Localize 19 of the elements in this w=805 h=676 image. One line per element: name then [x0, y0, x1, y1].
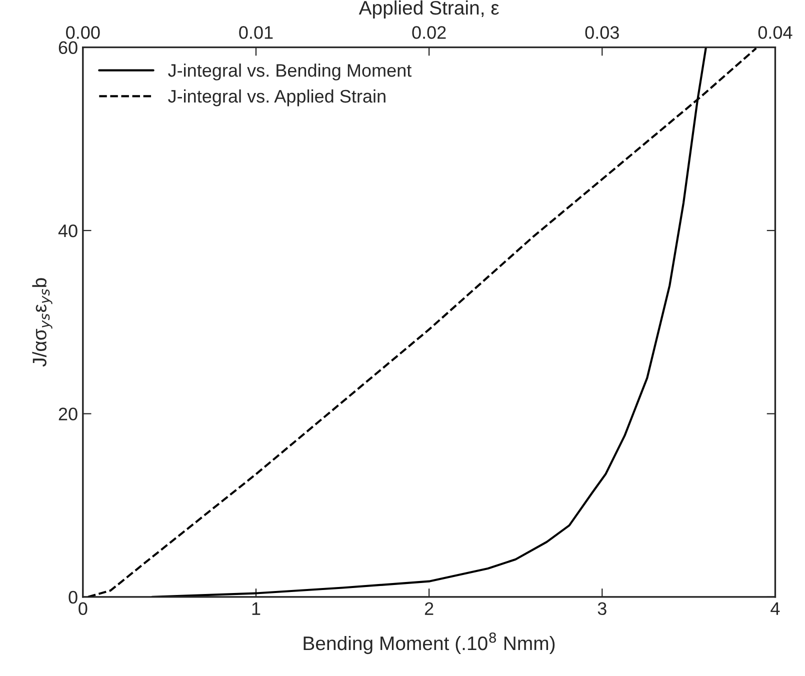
legend-label: J-integral vs. Applied Strain — [168, 89, 386, 106]
x2-tick-label: 0.02 — [412, 26, 446, 39]
legend-label: J-integral vs. Bending Moment — [168, 64, 412, 80]
x2-tick-label: 0.01 — [239, 26, 273, 39]
x-tick-label: 4 — [770, 602, 780, 615]
y-tick-label: 60 — [58, 41, 78, 54]
x-axis-title: Bending Moment (.10$^{8}$ Nmm) — [304, 632, 555, 654]
y-tick-label: 40 — [58, 224, 78, 238]
x-tick-label: 3 — [598, 602, 606, 616]
x2-tick-label: 0.00 — [66, 26, 100, 39]
x-tick-label: 1 — [252, 602, 260, 615]
x-tick-label: 2 — [424, 602, 434, 615]
x-tick-label: 0 — [78, 602, 88, 616]
x2-axis-title: Applied Strain, ε — [358, 0, 499, 19]
y-tick-label: 0 — [68, 590, 78, 604]
x2-tick-label: 0.04 — [758, 26, 792, 39]
y-axis-title: J/ασ$_{ys}$ε$_{ys}$b — [32, 278, 52, 367]
y-tick-label: 20 — [58, 408, 78, 420]
x2-tick-label: 0.03 — [585, 26, 619, 39]
